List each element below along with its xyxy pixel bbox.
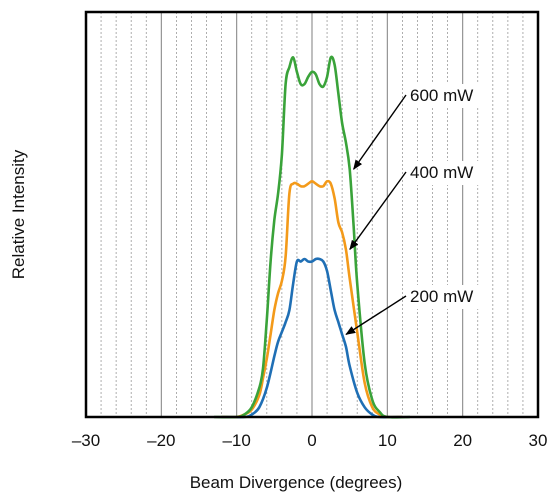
series-line-200-mw [221,257,403,419]
x-axis-label: Beam Divergence (degrees) [190,473,403,492]
annotation-600-mw: 600 mW [353,84,480,170]
plot-frame [84,10,540,419]
annotation-label: 600 mW [410,86,473,105]
annotation-label: 400 mW [410,163,473,182]
x-tick-labels: –30 –20 –10 0 10 20 30 [72,431,548,450]
x-tick-label: 10 [378,431,397,450]
series-group [214,55,410,419]
annotations: 600 mW 400 mW 200 mW [345,84,480,335]
annotation-200-mw: 200 mW [345,285,480,335]
annotation-bg [404,84,480,108]
x-tick-label: –10 [222,431,250,450]
x-tick-label: 0 [307,431,316,450]
x-tick-label: 30 [529,431,548,450]
series-line-600-mw [214,55,410,419]
annotation-bg [404,285,480,309]
x-tick-label: –30 [72,431,100,450]
x-tick-label: 20 [453,431,472,450]
annotation-400-mw: 400 mW [349,161,480,251]
annotation-bg [404,161,480,185]
y-axis-label: Relative Intensity [9,149,28,279]
annotation-arrow [349,171,407,251]
grid [100,12,524,417]
x-tick-label: –20 [147,431,175,450]
annotation-arrow [345,295,407,335]
annotation-arrow [353,94,407,170]
annotation-label: 200 mW [410,287,473,306]
series-line-400-mw [221,179,403,419]
